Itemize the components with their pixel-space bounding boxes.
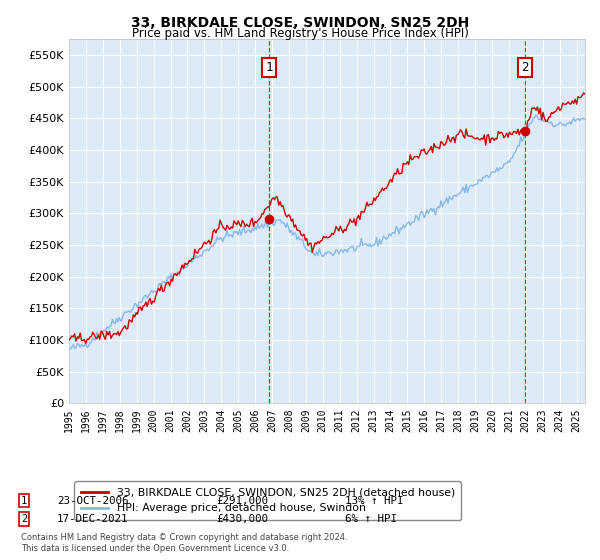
Text: 2: 2 <box>521 62 529 74</box>
Text: Price paid vs. HM Land Registry's House Price Index (HPI): Price paid vs. HM Land Registry's House … <box>131 27 469 40</box>
Text: £430,000: £430,000 <box>216 514 268 524</box>
Text: 1: 1 <box>21 496 27 506</box>
Text: £291,000: £291,000 <box>216 496 268 506</box>
Text: 17-DEC-2021: 17-DEC-2021 <box>57 514 128 524</box>
Text: Contains HM Land Registry data © Crown copyright and database right 2024.
This d: Contains HM Land Registry data © Crown c… <box>21 533 347 553</box>
Text: 1: 1 <box>265 62 272 74</box>
Legend: 33, BIRKDALE CLOSE, SWINDON, SN25 2DH (detached house), HPI: Average price, deta: 33, BIRKDALE CLOSE, SWINDON, SN25 2DH (d… <box>74 482 461 520</box>
Text: 2: 2 <box>21 514 27 524</box>
Text: 33, BIRKDALE CLOSE, SWINDON, SN25 2DH: 33, BIRKDALE CLOSE, SWINDON, SN25 2DH <box>131 16 469 30</box>
Text: 23-OCT-2006: 23-OCT-2006 <box>57 496 128 506</box>
Text: 6% ↑ HPI: 6% ↑ HPI <box>345 514 397 524</box>
Text: 13% ↑ HPI: 13% ↑ HPI <box>345 496 404 506</box>
